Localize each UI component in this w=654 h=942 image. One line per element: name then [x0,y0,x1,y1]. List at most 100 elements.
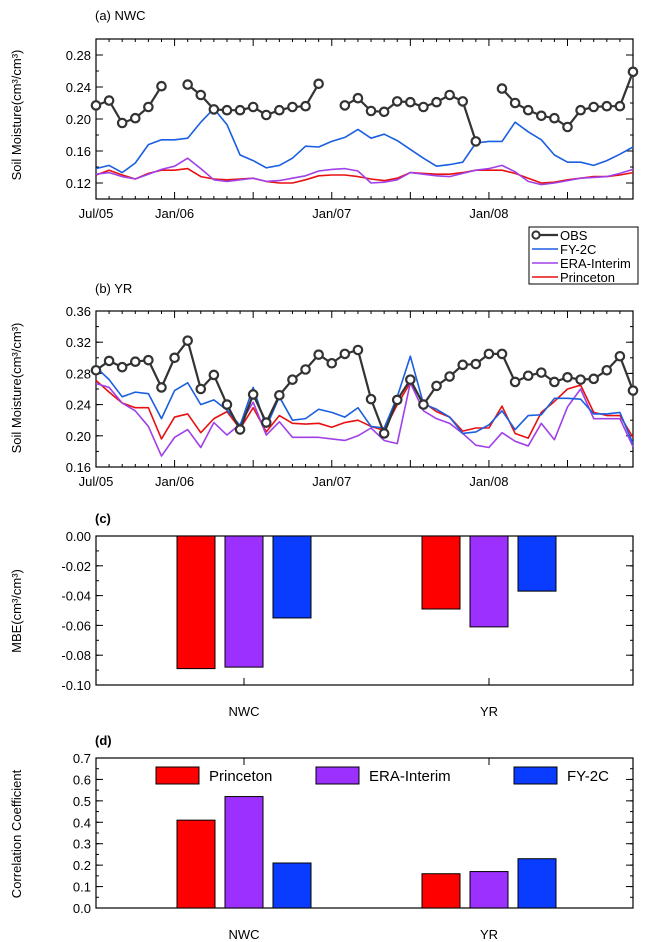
y-tick-label: -0.02 [61,559,91,574]
legend-marker-obs [531,230,541,240]
panel-c-label: (c) [95,511,111,526]
y-tick-label: 0.3 [73,837,91,852]
y-tick-label: -0.08 [61,648,91,663]
panel-c-ylabel: MBE(cm³/cm³) [9,569,24,653]
y-tick-label: 0.28 [66,366,91,381]
obs-point [601,364,613,376]
obs-point [313,78,324,90]
obs-point [116,117,128,129]
y-tick-label: 0.7 [73,751,91,766]
obs-point [457,96,469,107]
obs-point [274,104,285,116]
legend-label: FY-2C [560,242,596,257]
obs-point [129,356,141,367]
panel-b-label: (b) YR [95,281,132,296]
obs-point [260,109,272,121]
y-tick-label: 0.28 [66,48,91,63]
obs-point [522,370,534,382]
bar-princeton-yr [421,535,461,610]
obs-point [627,66,639,78]
obs-point [287,101,298,113]
obs-point [156,382,167,393]
obs-point [470,136,482,147]
obs-point [221,104,233,116]
obs-point [287,374,298,385]
obs-point [103,355,115,367]
y-tick-label: -0.04 [61,589,91,604]
panel-d-label: (d) [95,733,112,748]
obs-point [365,105,377,117]
panel-c-mbe-bars: (c) MBE(cm³/cm³) -0.10 -0.08 -0.06 -0.04 -0.… [9,511,634,719]
series-line-princeton [95,167,634,184]
legend-box [528,226,639,285]
obs-point [496,83,508,94]
series-line-era-interim [95,157,634,186]
y-tick-label: 0.5 [73,794,91,809]
obs-point [156,80,167,92]
obs-point [221,399,233,410]
obs-point [575,104,586,116]
bar-era-interim-nwc [224,535,264,668]
obs-point [444,89,455,101]
obs-point [300,100,311,112]
y-tick-label: 0.00 [66,529,91,544]
obs-point [549,376,560,388]
obs-point [588,373,600,385]
obs-point [143,354,154,366]
y-tick-label: 0.1 [73,880,91,895]
obs-point [208,369,220,381]
legend-swatch-era-interim [315,766,360,785]
y-tick-label: 0.6 [73,772,91,787]
obs-point [365,393,377,405]
bar-princeton-nwc [176,535,216,670]
x-category-label: NWC [228,927,259,942]
x-category-label: YR [480,704,498,719]
panel-b-yr-timeseries: (b) YR Soil Moisture(cm³/cm³) 0.16 0.20 0.… [9,281,639,489]
obs-point [614,100,626,112]
bar-fy-2c-yr [517,535,557,592]
obs-point [405,374,416,385]
obs-point [90,364,102,376]
y-tick-label: 0.32 [66,335,91,350]
series-line-princeton [95,379,634,440]
obs-point [326,357,338,369]
obs-point [418,399,429,410]
legend-label: ERA-Interim [369,768,451,785]
obs-point [536,110,547,122]
y-tick-label: 0.24 [66,80,91,95]
obs-point [103,95,115,106]
obs-point [378,106,390,118]
obs-point [169,352,180,364]
obs-point [300,364,311,375]
bar-era-interim-nwc [224,796,264,909]
obs-point [601,100,613,112]
bar-princeton-nwc [176,819,216,909]
obs-point [470,358,482,370]
series-line-fy-2c [95,107,634,174]
obs-point [208,104,220,115]
y-tick-label: 0.20 [66,112,91,127]
panel-a-ylabel: Soil Moisture(cm³/cm³) [9,50,24,181]
obs-point [391,394,403,406]
obs-point [588,101,600,113]
y-tick-label: -0.06 [61,618,91,633]
obs-point [352,92,364,104]
obs-point [549,112,560,124]
panel-d-correlation-bars: (d) Correlation Coefficient 0.0 0.1 0.2 0.3… [9,733,634,942]
legend-label: Princeton [560,270,615,285]
legend-swatch-princeton [155,766,200,785]
bar-princeton-yr [421,873,461,909]
obs-point [536,367,547,378]
obs-point [195,89,207,101]
panel-a-label: (a) NWC [95,8,146,23]
y-tick-label: -0.10 [61,678,91,693]
obs-point [195,383,207,395]
obs-point [260,417,272,428]
obs-point [129,112,141,124]
obs-point [431,96,442,108]
obs-point [247,389,259,400]
obs-point [274,389,285,401]
obs-point [313,349,324,360]
y-tick-label: 0.20 [66,429,91,444]
obs-point [431,380,442,392]
